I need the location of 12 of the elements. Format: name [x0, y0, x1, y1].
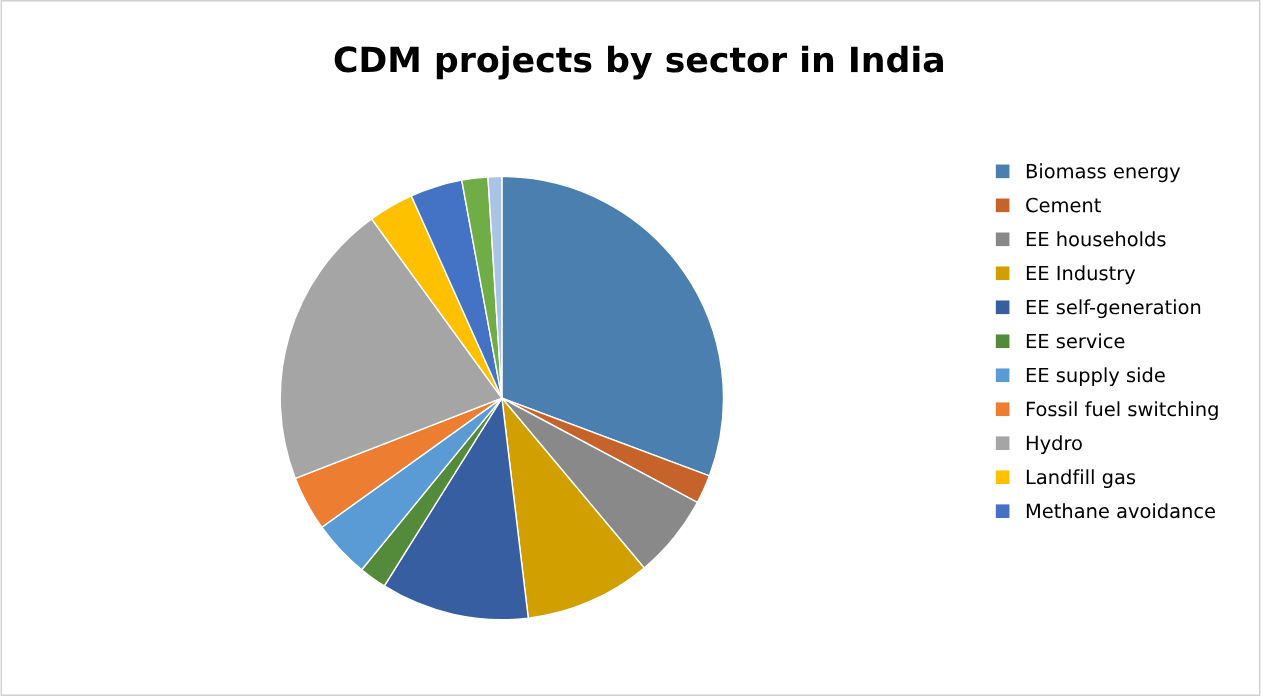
- chart-title: CDM projects by sector in India: [334, 45, 943, 80]
- legend-label: EE self-generation: [1026, 299, 1201, 319]
- legend-label: Cement: [1026, 197, 1101, 213]
- legend-label: Fossil fuel switching: [1026, 401, 1218, 421]
- legend-label: EE service: [1026, 333, 1125, 349]
- legend-label: Hydro: [1026, 435, 1082, 455]
- legend-label: Biomass energy: [1026, 163, 1181, 183]
- legend-label: EE Industry: [1026, 265, 1136, 285]
- legend-label: EE supply side: [1026, 367, 1165, 387]
- legend-label: Methane avoidance: [1026, 503, 1215, 519]
- legend-label: Landfill gas: [1026, 469, 1136, 489]
- legend-label: EE households: [1026, 231, 1166, 247]
